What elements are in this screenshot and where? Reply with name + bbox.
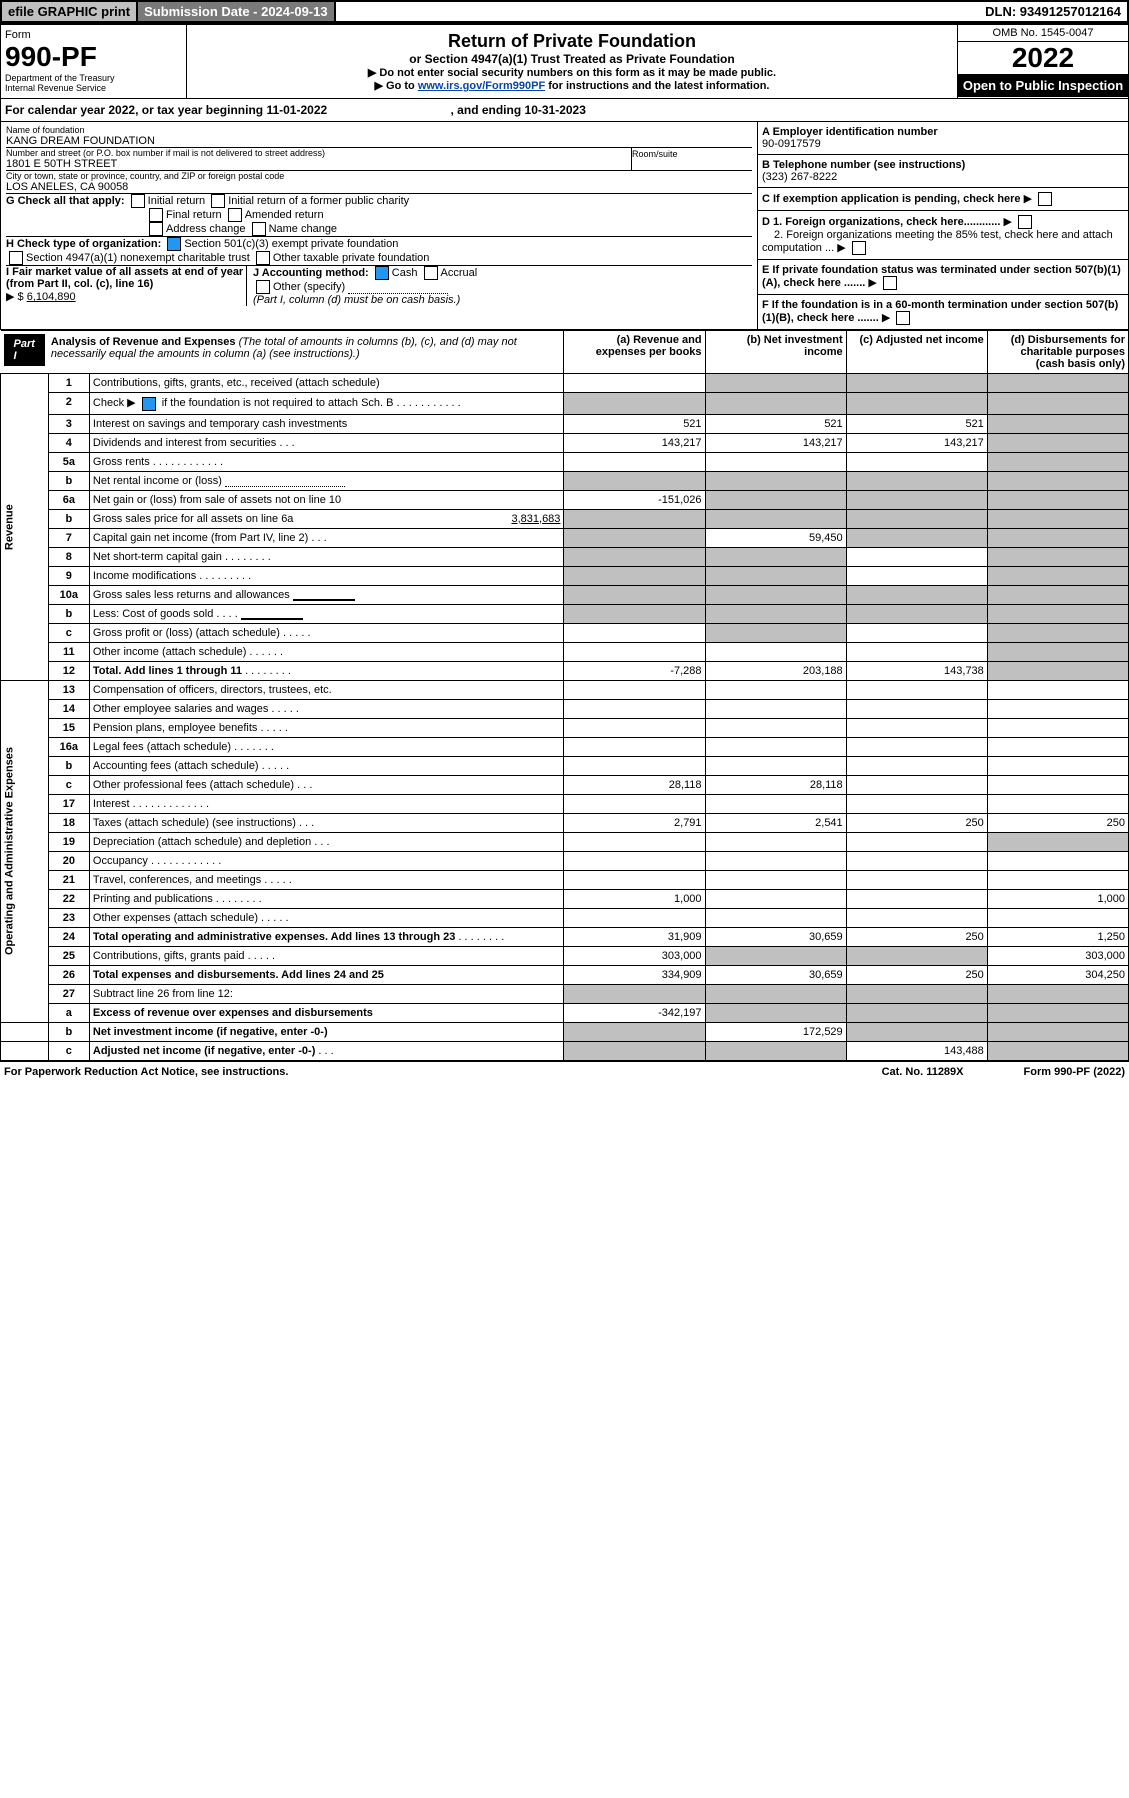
col-b: (b) Net investment income xyxy=(705,331,846,374)
expenses-side-label: Operating and Administrative Expenses xyxy=(1,680,49,1022)
4947a1-checkbox[interactable] xyxy=(9,251,23,265)
street-address: 1801 E 50TH STREET xyxy=(6,158,631,170)
col-d: (d) Disbursements for charitable purpose… xyxy=(987,331,1128,374)
city-state-zip: LOS ANELES, CA 90058 xyxy=(6,181,752,193)
irs: Internal Revenue Service xyxy=(5,83,182,93)
form990pf-link[interactable]: www.irs.gov/Form990PF xyxy=(418,80,545,92)
h-label: H Check type of organization: xyxy=(6,238,161,250)
initial-former-checkbox[interactable] xyxy=(211,194,225,208)
f-label: F If the foundation is in a 60-month ter… xyxy=(762,299,1118,324)
d2-label: 2. Foreign organizations meeting the 85%… xyxy=(762,229,1113,254)
initial-return-checkbox[interactable] xyxy=(131,194,145,208)
d1-checkbox[interactable] xyxy=(1018,215,1032,229)
part1-label: Part I xyxy=(4,334,45,366)
note2-pre: ▶ Go to xyxy=(375,80,418,92)
submission-date: Submission Date - 2024-09-13 xyxy=(138,2,336,21)
amended-return-checkbox[interactable] xyxy=(228,208,242,222)
form-ref: Form 990-PF (2022) xyxy=(1024,1066,1125,1078)
address-change-checkbox[interactable] xyxy=(149,222,163,236)
d1-label: D 1. Foreign organizations, check here..… xyxy=(762,216,1000,228)
501c3-checkbox[interactable] xyxy=(167,237,181,251)
footer: For Paperwork Reduction Act Notice, see … xyxy=(0,1061,1129,1082)
addr-label: Number and street (or P.O. box number if… xyxy=(6,148,631,158)
name-label: Name of foundation xyxy=(6,125,752,135)
room-label: Room/suite xyxy=(632,149,678,159)
form-title: Return of Private Foundation xyxy=(193,31,951,52)
col-c: (c) Adjusted net income xyxy=(846,331,987,374)
line6b-value: 3,831,683 xyxy=(511,513,560,525)
c-label: C If exemption application is pending, c… xyxy=(762,193,1021,205)
f-checkbox[interactable] xyxy=(896,311,910,325)
dln: DLN: 93491257012164 xyxy=(979,2,1127,21)
final-return-checkbox[interactable] xyxy=(149,208,163,222)
efile-print-button[interactable]: efile GRAPHIC print xyxy=(2,2,138,21)
top-bar: efile GRAPHIC print Submission Date - 20… xyxy=(0,0,1129,23)
part1-table: Part I Analysis of Revenue and Expenses … xyxy=(0,330,1129,1060)
dept: Department of the Treasury xyxy=(5,73,182,83)
form-subtitle: or Section 4947(a)(1) Trust Treated as P… xyxy=(193,52,951,66)
foundation-name: KANG DREAM FOUNDATION xyxy=(6,135,752,147)
ein-label: A Employer identification number xyxy=(762,126,938,138)
telephone: (323) 267-8222 xyxy=(762,171,837,183)
accrual-checkbox[interactable] xyxy=(424,266,438,280)
form-number: 990-PF xyxy=(5,41,182,73)
e-checkbox[interactable] xyxy=(883,276,897,290)
omb: OMB No. 1545-0047 xyxy=(958,25,1128,42)
other-taxable-checkbox[interactable] xyxy=(256,251,270,265)
i-label: I Fair market value of all assets at end… xyxy=(6,266,243,290)
col-a: (a) Revenue and expenses per books xyxy=(564,331,705,374)
c-checkbox[interactable] xyxy=(1038,192,1052,206)
calendar-year: For calendar year 2022, or tax year begi… xyxy=(0,99,1129,122)
cat-no: Cat. No. 11289X xyxy=(882,1066,964,1078)
schb-checkbox[interactable] xyxy=(142,397,156,411)
cash-checkbox[interactable] xyxy=(375,266,389,280)
open-inspection: Open to Public Inspection xyxy=(958,74,1128,97)
ein: 90-0917579 xyxy=(762,138,821,150)
j-label: J Accounting method: xyxy=(253,267,369,279)
part1-title: Analysis of Revenue and Expenses xyxy=(51,336,236,348)
tel-label: B Telephone number (see instructions) xyxy=(762,159,965,171)
note2-post: for instructions and the latest informat… xyxy=(545,80,769,92)
revenue-side-label: Revenue xyxy=(1,374,49,680)
g-label: G Check all that apply: xyxy=(6,195,125,207)
tax-year: 2022 xyxy=(958,42,1128,74)
form-label: Form xyxy=(5,29,182,41)
e-label: E If private foundation status was termi… xyxy=(762,264,1121,289)
d2-checkbox[interactable] xyxy=(852,241,866,255)
name-change-checkbox[interactable] xyxy=(252,222,266,236)
other-method-checkbox[interactable] xyxy=(256,280,270,294)
fmv-value: 6,104,890 xyxy=(27,291,76,303)
form-header: Form 990-PF Department of the Treasury I… xyxy=(0,23,1129,99)
j-note: (Part I, column (d) must be on cash basi… xyxy=(253,294,460,306)
city-label: City or town, state or province, country… xyxy=(6,171,752,181)
paperwork-notice: For Paperwork Reduction Act Notice, see … xyxy=(4,1066,288,1078)
form-note1: ▶ Do not enter social security numbers o… xyxy=(193,66,951,79)
